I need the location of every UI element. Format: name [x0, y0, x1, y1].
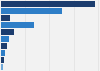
Bar: [0, 29, 14, 35]
Bar: [0, 57, 4, 63]
Bar: [0, 64, 3, 70]
Bar: [0, 43, 7, 49]
Bar: [0, 1, 95, 7]
Bar: [0, 8, 62, 14]
Bar: [0, 15, 10, 21]
Bar: [0, 50, 5, 56]
Bar: [0, 22, 34, 28]
Bar: [0, 36, 9, 42]
